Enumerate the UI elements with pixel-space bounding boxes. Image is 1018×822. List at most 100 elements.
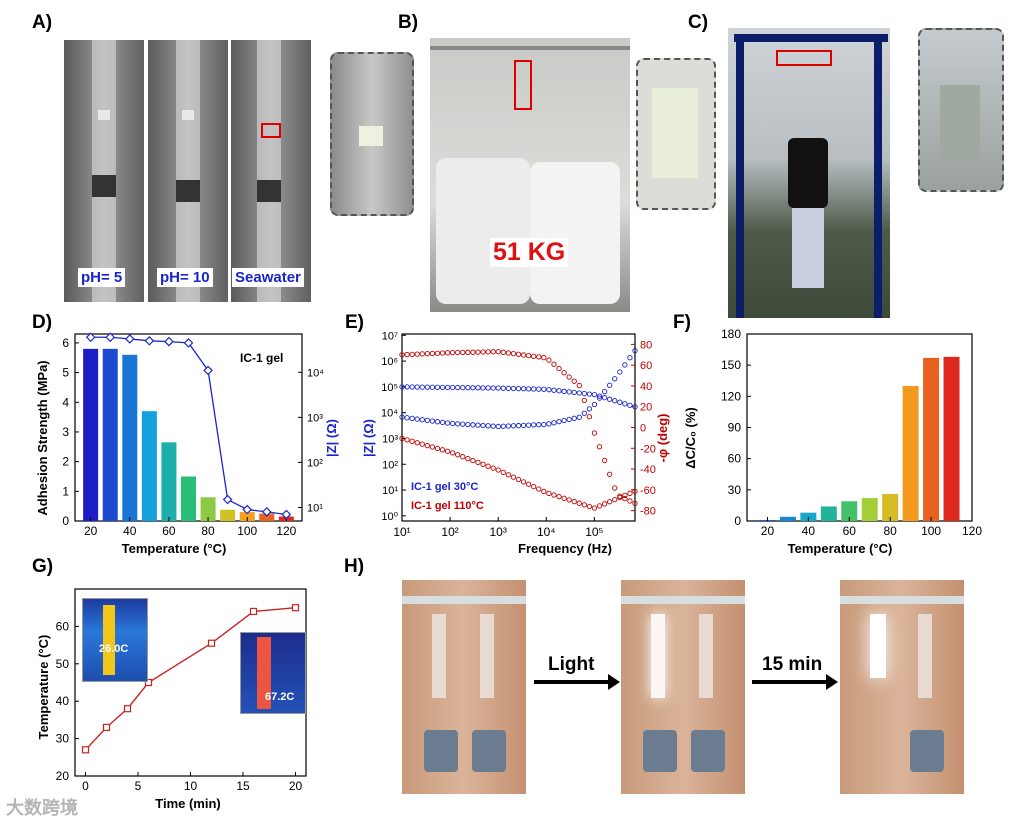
- step-light-label: Light: [548, 654, 595, 675]
- chart-e-point: [566, 374, 572, 380]
- thermal-high-value: 67.2C: [265, 691, 295, 703]
- swing-photo: [728, 28, 890, 318]
- chart-e-point: [556, 388, 562, 394]
- chart-e-point: [561, 388, 567, 394]
- chart-g-point: [144, 678, 153, 687]
- chart-e-point: [612, 376, 618, 382]
- chart-e-point: [419, 351, 425, 357]
- chart-e-point: [460, 454, 466, 460]
- chart-g-point: [291, 604, 300, 612]
- chart-e-point: [576, 390, 582, 396]
- light-photo-before: [402, 580, 526, 794]
- thermal-image-low: 26.0C: [82, 598, 148, 682]
- chart-e-point: [444, 350, 451, 356]
- chart-e-point: [465, 455, 471, 462]
- chart-e-point: [627, 490, 633, 496]
- chart-e-point: [414, 416, 420, 422]
- chart-e-point: [444, 384, 451, 391]
- chart-e-point: [404, 384, 410, 390]
- chart-e-point: [404, 437, 410, 443]
- chart-e-point: [531, 386, 537, 392]
- chart-g: 20 30 40 50 60 0 5 10 15 20 Time (min) Temperatur…: [36, 588, 307, 811]
- chart-e-point: [581, 397, 587, 404]
- chart-e-point: [551, 420, 557, 426]
- chart-e-point: [455, 384, 461, 391]
- chart-f-bar: [841, 501, 858, 521]
- chart-e-point: [424, 417, 430, 424]
- chart-e-point: [414, 351, 420, 357]
- chart-d-bar: [102, 348, 118, 521]
- chart-e-point: [601, 501, 608, 507]
- chart-e-point: [586, 414, 593, 420]
- chart-e-point: [399, 414, 405, 420]
- chart-e-y2label: -φ (deg): [655, 413, 670, 462]
- chart-d-y2tick-label: 10⁴: [307, 367, 324, 379]
- chart-d-xtick-label: 20: [84, 524, 98, 538]
- chart-e-xlabel: Frequency (Hz): [518, 541, 612, 556]
- chart-e-point: [531, 483, 537, 490]
- chart-f: 0 30 60 90 120 150 180 20 40 60 80 100 120 Temperatu…: [683, 327, 982, 556]
- chart-e-point: [439, 384, 446, 391]
- chart-d: 0 1 2 3 4 5 6 20 40 60 80 100 120 10¹ 10² 10³ 10⁴ IC-1 g…: [35, 332, 339, 556]
- chart-e-point: [561, 417, 567, 424]
- chart-e-point: [510, 423, 517, 429]
- chart-g-ytick-label: 20: [56, 769, 70, 783]
- chart-e: 10¹ 10² 10³ 10⁴ 10⁵ 10⁰ 10¹ 10² 10³ 10⁴ 10⁵ 10⁶ 10⁷ -…: [361, 330, 670, 556]
- chart-e-point: [485, 349, 491, 355]
- chart-e-point: [566, 497, 572, 503]
- chart-e-point: [622, 401, 628, 407]
- chart-e-point: [485, 385, 491, 391]
- chart-d-z-point: [144, 335, 155, 346]
- chart-e-point: [536, 486, 542, 492]
- chart-e-point: [515, 385, 522, 392]
- chart-d-z-point: [222, 494, 233, 505]
- chart-e-point: [627, 402, 633, 408]
- chart-e-point: [505, 350, 512, 356]
- chart-e-point: [465, 349, 471, 355]
- chart-e-point: [541, 354, 547, 361]
- chart-d-bar: [141, 411, 157, 521]
- chart-e-point: [510, 385, 517, 392]
- chart-f-xtick-label: 80: [884, 524, 898, 538]
- panel-label-f: F): [673, 312, 691, 333]
- chart-e-point: [500, 423, 506, 429]
- chart-e-point: [591, 505, 598, 511]
- chart-e-point: [612, 398, 618, 404]
- zoom-inset-b: [636, 58, 716, 210]
- chart-d-bar: [161, 442, 177, 521]
- chart-e-point: [546, 387, 552, 393]
- chart-e-point: [424, 442, 430, 449]
- chart-d-z-point: [183, 338, 194, 348]
- chart-e-point: [470, 422, 476, 428]
- chart-g-xtick-label: 20: [289, 779, 303, 793]
- chart-d-z-point: [85, 332, 96, 343]
- chart-e-point: [536, 354, 542, 360]
- chart-e-point: [495, 423, 501, 430]
- chart-f-xtick-label: 40: [802, 524, 816, 538]
- chart-e-point: [566, 389, 572, 395]
- chart-e-point: [591, 401, 598, 408]
- chart-e-point: [571, 378, 577, 384]
- chart-g-xlabel: Time (min): [155, 796, 221, 811]
- chart-e-point: [525, 481, 532, 487]
- chart-e-point: [409, 351, 415, 357]
- chart-e-point: [429, 384, 436, 390]
- chart-e-point: [536, 386, 542, 392]
- chart-e-point: [536, 422, 542, 428]
- chart-d-z-point: [124, 334, 135, 344]
- chart-e-point: [520, 352, 527, 358]
- chart-e-point: [500, 385, 506, 391]
- chart-e-ytick-label: 10⁶: [381, 356, 398, 368]
- weight-photo: [430, 38, 630, 312]
- chart-e-point: [576, 414, 582, 420]
- chart-e-ylabel: |Z| (Ω): [361, 419, 376, 457]
- chart-e-ytick-label: 10³: [382, 433, 398, 445]
- chart-e-point: [617, 369, 623, 375]
- chart-g-point: [102, 723, 111, 731]
- chart-e-point: [444, 448, 451, 454]
- chart-e-point: [460, 384, 466, 391]
- chart-e-point: [455, 421, 461, 427]
- chart-f-ytick-label: 30: [728, 483, 742, 497]
- chart-e-point: [591, 430, 598, 436]
- panel-label-h: H): [344, 556, 365, 577]
